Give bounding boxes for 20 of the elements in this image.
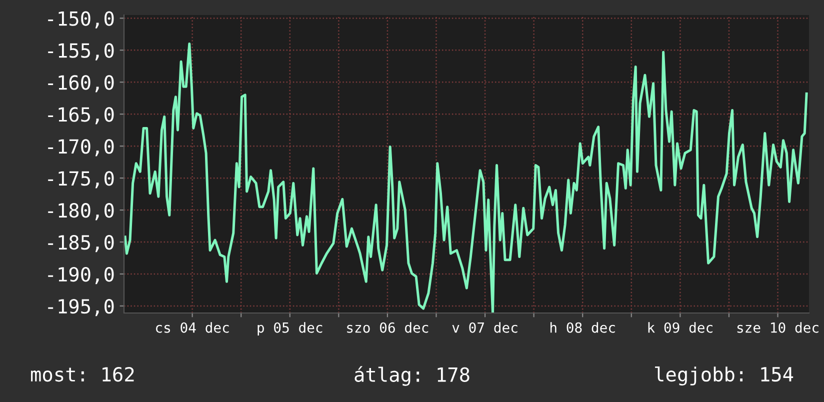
y-tick-label: -150,0 [48,11,114,28]
y-tick-label: -185,0 [48,235,114,252]
y-tick-label: -190,0 [48,267,114,284]
y-tick-label: -175,0 [48,171,114,188]
x-tick-label: h 08 dec [550,322,615,333]
y-tick-label: -160,0 [48,75,114,92]
y-tick-label: -165,0 [48,107,114,124]
text: most: 162 [31,366,134,382]
x-tick-label: v 07 dec [452,322,518,333]
y-tick-label: -170,0 [48,139,114,156]
x-tick-label: k 09 dec [648,322,712,333]
x-tick-label: sze 10 dec [737,322,818,333]
x-tick-label: szo 06 dec [347,322,428,333]
x-tick-label: cs 04 dec [156,322,229,333]
y-tick-label: -180,0 [48,203,114,220]
y-tick-label: -195,0 [48,298,114,316]
x-tick-label: p 05 dec [258,322,322,336]
text: átlag: 178 [354,366,470,386]
text: legjobb: 154 [655,366,794,386]
y-tick-label: -155,0 [48,43,114,60]
